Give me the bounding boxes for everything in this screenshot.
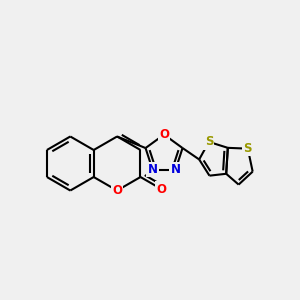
Text: O: O <box>112 184 122 197</box>
Text: N: N <box>148 163 158 176</box>
Text: O: O <box>159 128 169 141</box>
Text: S: S <box>244 142 252 155</box>
Text: N: N <box>170 163 181 176</box>
Text: S: S <box>205 135 213 148</box>
Text: O: O <box>157 183 166 196</box>
